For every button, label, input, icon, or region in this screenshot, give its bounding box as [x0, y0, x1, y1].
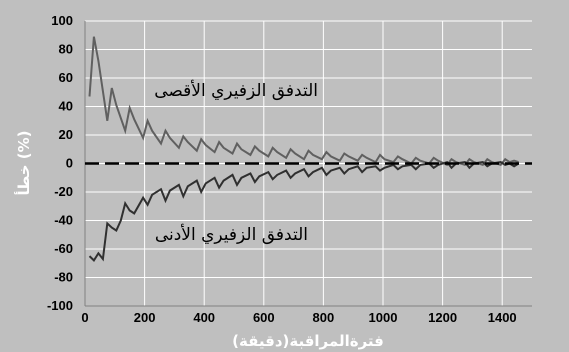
x-tick-label-5: 1000: [369, 310, 398, 325]
x-tick-label-2: 400: [193, 310, 215, 325]
x-tick-label-3: 600: [253, 310, 275, 325]
y-axis-title: خطأ (%): [14, 130, 33, 195]
y-tick-label-0: -100: [47, 298, 73, 313]
y-tick-label-10: 100: [51, 13, 73, 28]
y-tick-label-1: -80: [54, 270, 73, 285]
y-tick-label-7: 40: [59, 99, 73, 114]
series-layer: [85, 36, 532, 262]
x-axis-title: فترةالمراقبة(دقيقة): [232, 332, 384, 350]
x-tick-label-7: 1400: [488, 310, 517, 325]
x-tick-label-6: 1200: [428, 310, 457, 325]
grid-layer: [84, 20, 532, 307]
y-tick-label-3: -40: [54, 213, 73, 228]
y-tick-label-5: 0: [66, 156, 73, 171]
y-tick-label-4: -20: [54, 184, 73, 199]
y-tick-label-6: 20: [59, 127, 73, 142]
y-tick-label-2: -60: [54, 241, 73, 256]
x-tick-label-1: 200: [134, 310, 156, 325]
annotation-max-flow: التدفق الزفيري الأقصى: [154, 80, 318, 101]
y-tick-label-8: 60: [59, 70, 73, 85]
series-line-1: [88, 160, 520, 262]
x-tick-label-4: 800: [313, 310, 335, 325]
series-line-0: [88, 36, 519, 167]
x-tick-label-0: 0: [81, 310, 88, 325]
y-tick-label-9: 80: [59, 42, 73, 57]
annotation-min-flow: التدفق الزفيري الأدنى: [155, 224, 308, 245]
